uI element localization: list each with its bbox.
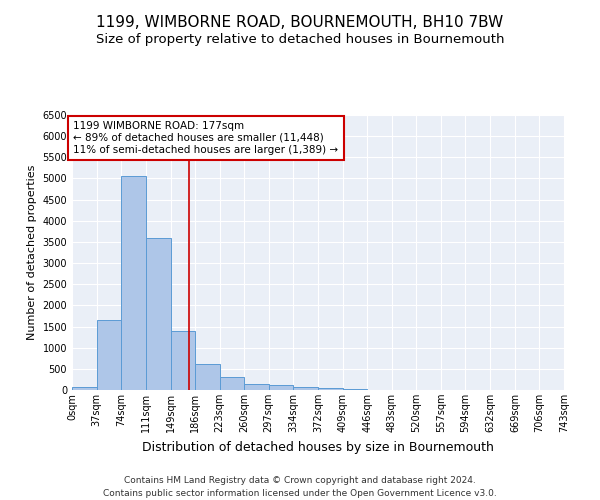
Bar	[343, 389, 367, 390]
Bar	[121, 176, 146, 390]
Bar	[220, 378, 244, 390]
Bar	[269, 386, 293, 390]
Bar	[293, 386, 319, 390]
Text: Size of property relative to detached houses in Bournemouth: Size of property relative to detached ho…	[96, 32, 504, 46]
Text: 1199, WIMBORNE ROAD, BOURNEMOUTH, BH10 7BW: 1199, WIMBORNE ROAD, BOURNEMOUTH, BH10 7…	[97, 15, 503, 30]
Bar	[195, 364, 220, 390]
Bar	[244, 384, 269, 390]
Bar	[170, 331, 195, 390]
Bar	[319, 388, 343, 390]
Bar	[97, 320, 121, 390]
Text: 1199 WIMBORNE ROAD: 177sqm
← 89% of detached houses are smaller (11,448)
11% of : 1199 WIMBORNE ROAD: 177sqm ← 89% of deta…	[73, 122, 338, 154]
Text: Contains HM Land Registry data © Crown copyright and database right 2024.
Contai: Contains HM Land Registry data © Crown c…	[103, 476, 497, 498]
Bar	[72, 387, 97, 390]
Bar	[146, 238, 170, 390]
Y-axis label: Number of detached properties: Number of detached properties	[27, 165, 37, 340]
X-axis label: Distribution of detached houses by size in Bournemouth: Distribution of detached houses by size …	[142, 440, 494, 454]
